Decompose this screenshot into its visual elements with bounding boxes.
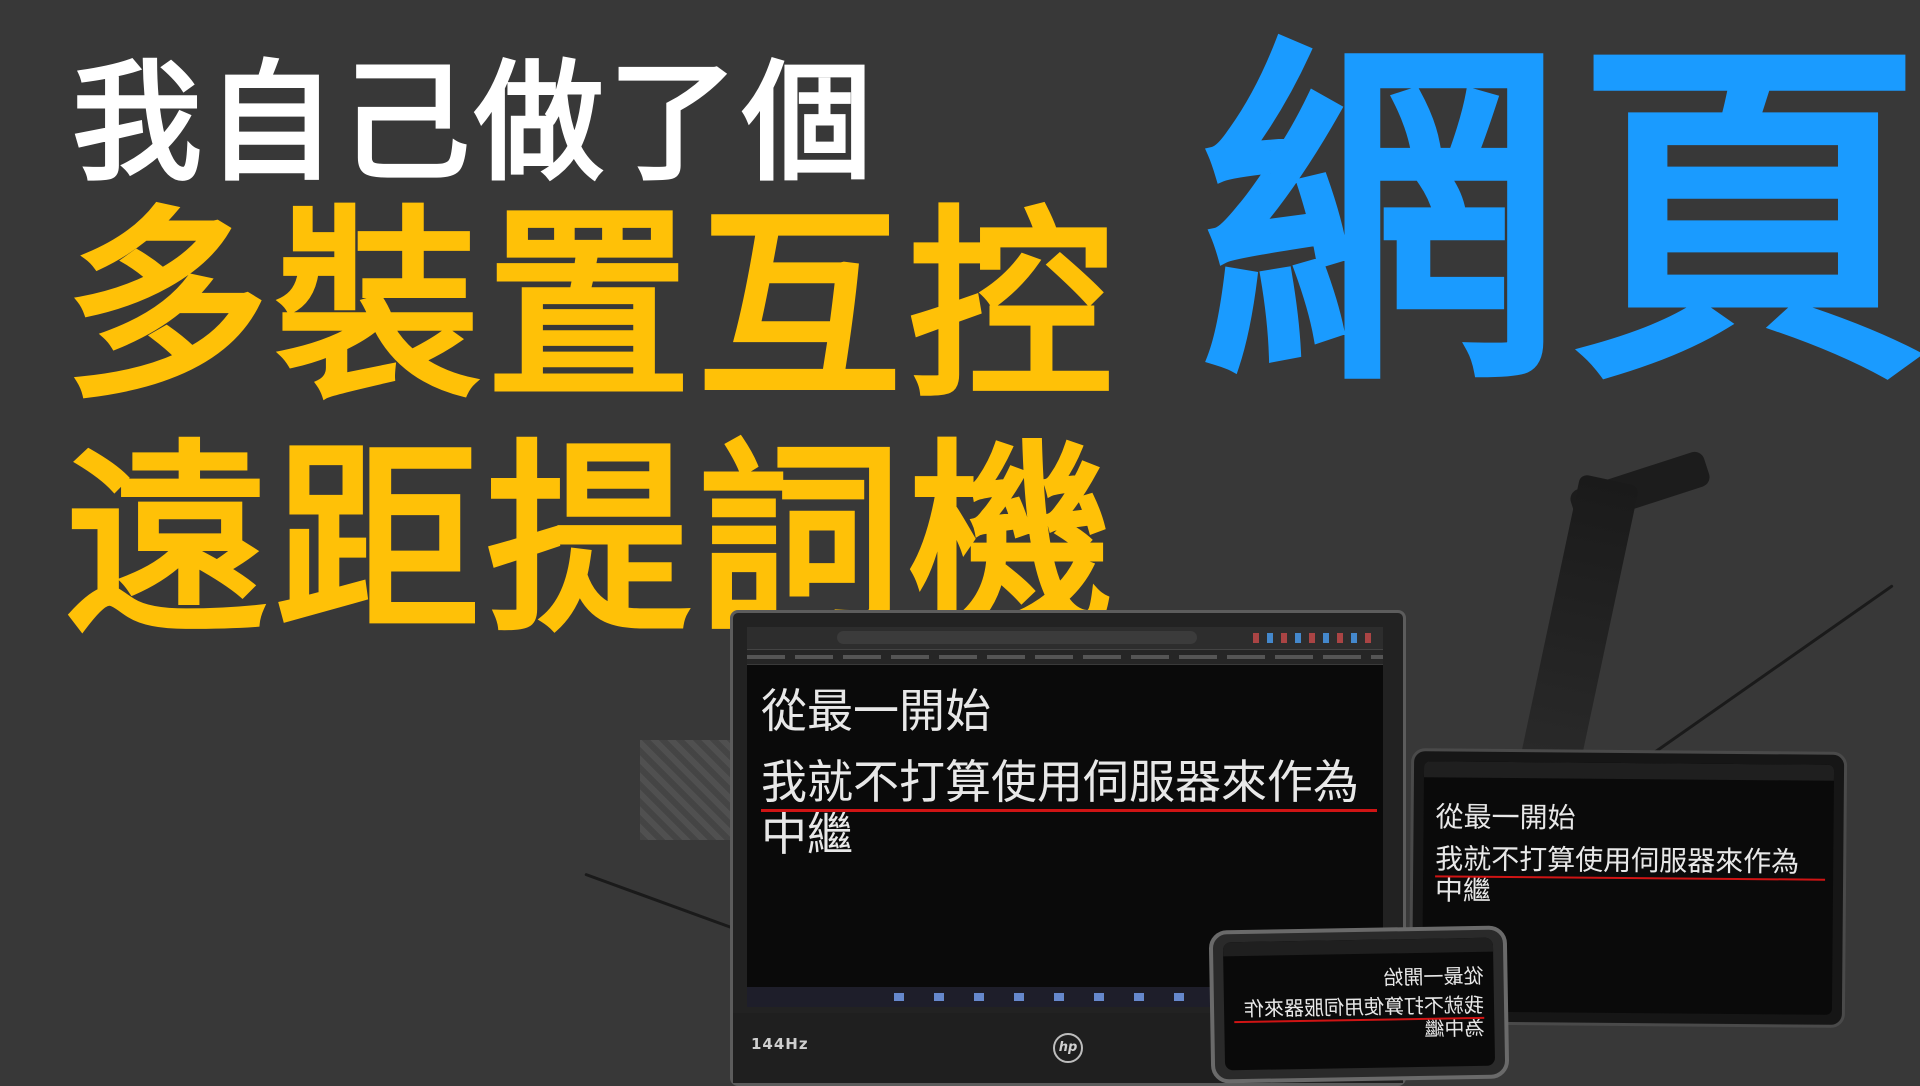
cable: [584, 872, 736, 931]
phone-screen: 從最一開始 我就不打算使用伺服器來作為中繼: [1222, 937, 1496, 1071]
headline-line-1: 我自己做了個: [72, 47, 877, 199]
mirrored-view: 從最一開始 我就不打算使用伺服器來作為中繼: [1222, 937, 1495, 1071]
reading-guide-line: [761, 809, 1377, 812]
prompter-text-first: 從最一開始: [1435, 800, 1576, 835]
tablet-browser-bar: [1423, 761, 1835, 781]
prompter-text-second: 我就不打算使用伺服器來作為中繼: [761, 755, 1359, 861]
address-bar[interactable]: [837, 631, 1197, 644]
headline-line-2: 多裝置互控: [64, 189, 1119, 427]
extension-icons: [1253, 633, 1373, 643]
prompter-text-first: 從最一開始: [761, 684, 991, 738]
cable: [1646, 584, 1894, 759]
lamp-post: [1518, 473, 1640, 780]
bookmarks-bar: [747, 650, 1383, 665]
phone: 從最一開始 我就不打算使用伺服器來作為中繼: [1208, 925, 1510, 1084]
hp-logo-icon: hp: [1053, 1033, 1083, 1063]
headline-line-4: 網頁: [1200, 10, 1920, 429]
screen-sticker: 144Hz: [751, 1035, 809, 1053]
device-photo: 從最一開始 我就不打算使用伺服器來作為中繼 144Hz hp 從最一開始 我就不…: [580, 449, 1920, 1086]
phone-browser-bar: [1222, 937, 1494, 957]
browser-toolbar: [747, 627, 1383, 650]
prompter-text-first: 從最一開始: [1383, 963, 1484, 990]
